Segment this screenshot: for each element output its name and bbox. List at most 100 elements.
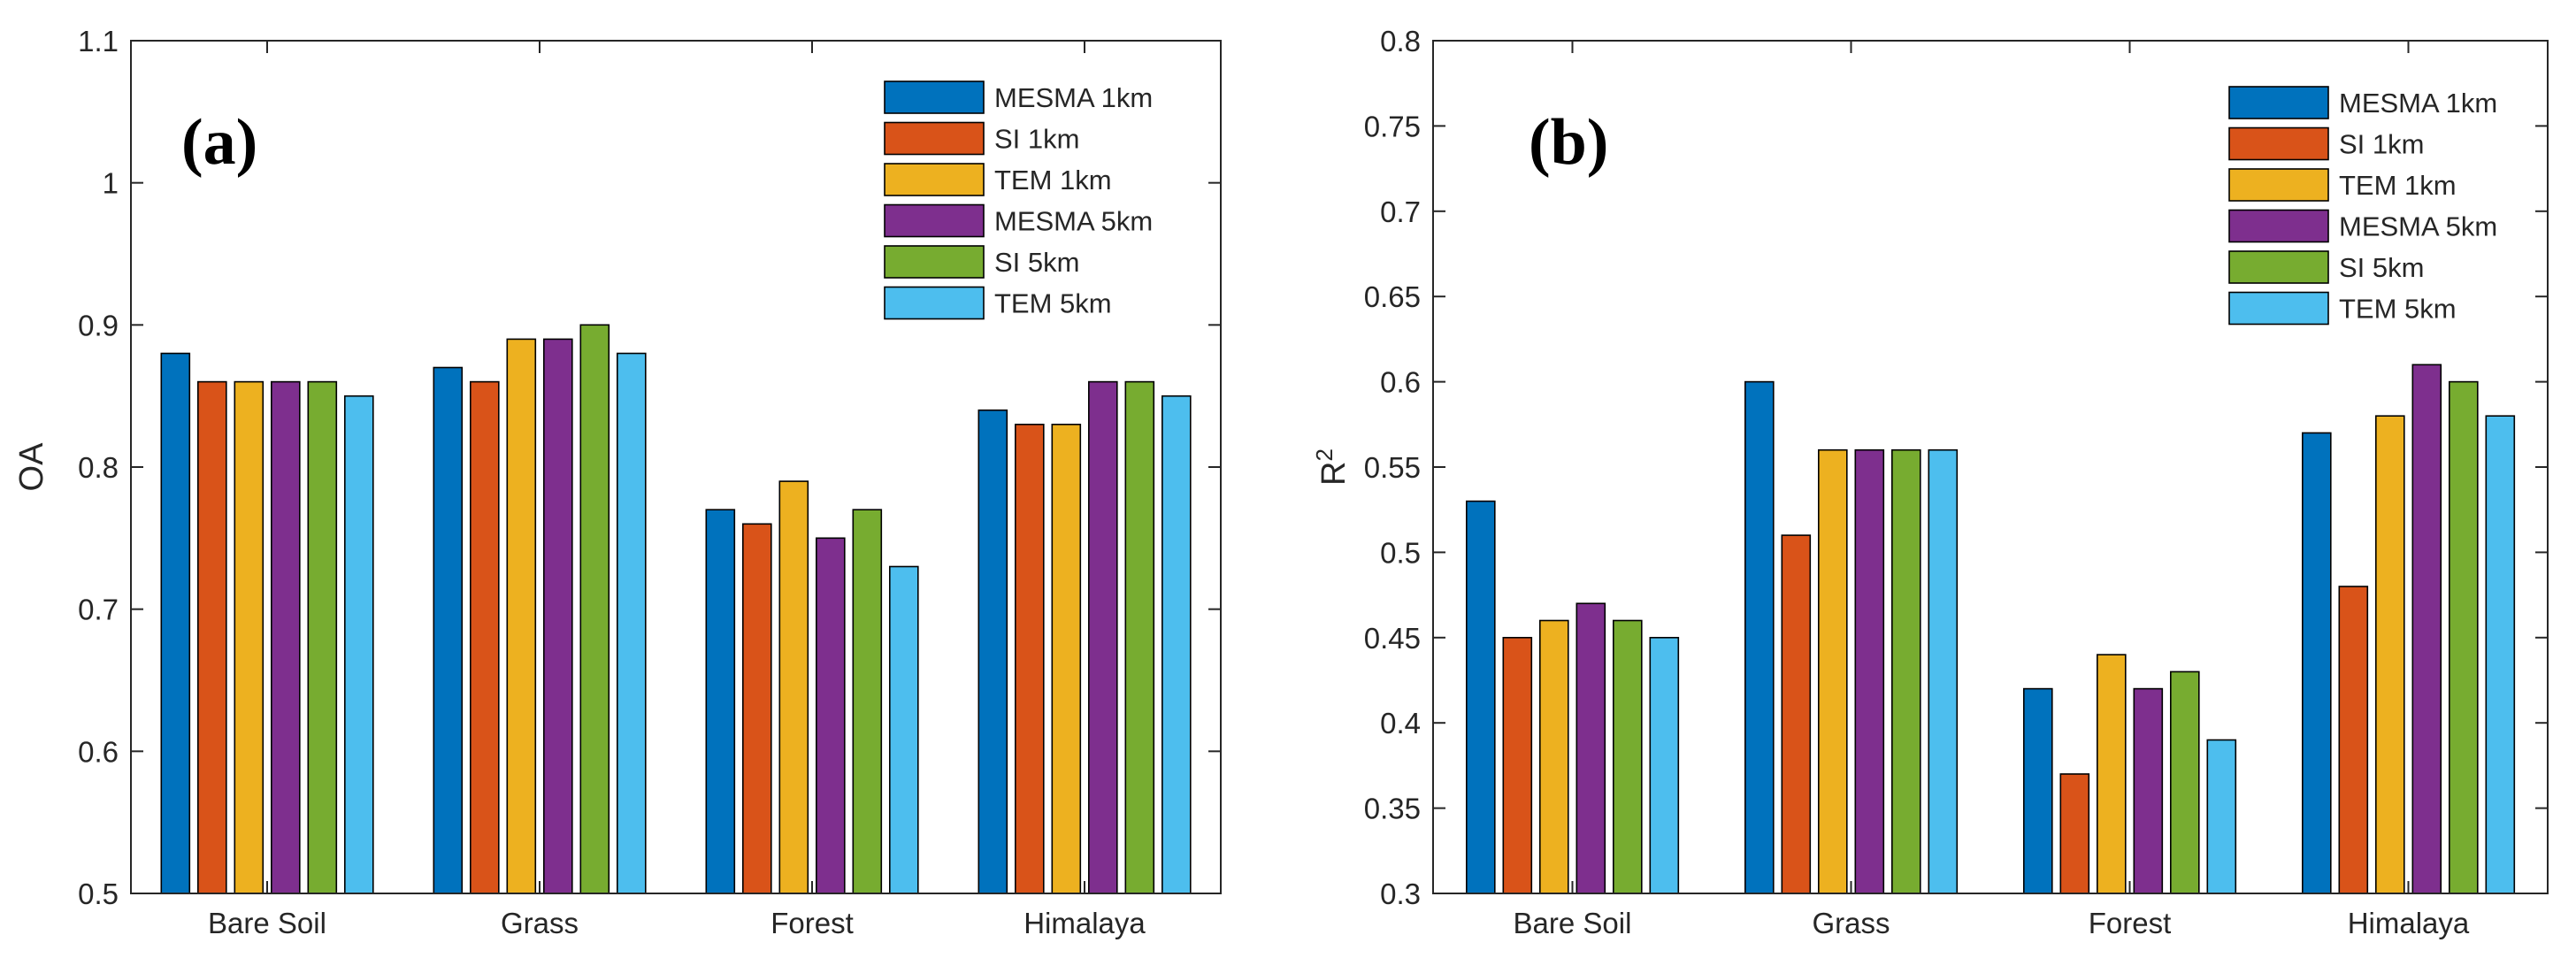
- legend-swatch-si-5km: [2228, 250, 2329, 284]
- bar-mesma-5km-himalaya: [1088, 380, 1118, 894]
- legend-label-si-1km: SI 1km: [2339, 129, 2424, 160]
- y-tick-label: 1.1: [78, 25, 119, 57]
- panel-label: (b): [1529, 106, 1608, 179]
- bar-mesma-5km-bare-soil: [270, 380, 301, 894]
- bar-tem-5km-himalaya: [2485, 415, 2516, 894]
- bar-mesma-1km-bare-soil: [1466, 500, 1496, 894]
- x-tick-label-forest: Forest: [770, 907, 854, 939]
- y-tick-label: 0.75: [1364, 110, 1421, 142]
- legend-swatch-tem-1km: [884, 163, 985, 196]
- legend-swatch-mesma-1km: [884, 80, 985, 114]
- x-tick-label-bare-soil: Bare Soil: [208, 907, 326, 939]
- bar-tem-5km-bare-soil: [1649, 636, 1680, 894]
- y-axis-label-text: OA: [13, 442, 50, 492]
- legend-label-si-5km: SI 5km: [2339, 252, 2424, 283]
- bar-mesma-5km-grass: [1854, 448, 1885, 894]
- x-tick-label-himalaya: Himalaya: [2348, 907, 2470, 939]
- bar-si-1km-grass: [469, 380, 500, 894]
- y-tick-label: 0.8: [1380, 25, 1421, 57]
- bar-mesma-1km-grass: [433, 366, 464, 894]
- y-tick-label: 0.7: [1380, 195, 1421, 228]
- bar-mesma-1km-forest: [2023, 687, 2053, 894]
- bar-si-1km-bare-soil: [1502, 636, 1533, 894]
- legend-swatch-si-1km: [884, 121, 985, 156]
- y-tick-label: 0.7: [78, 594, 119, 626]
- bar-si-5km-himalaya: [1124, 380, 1155, 894]
- panel-label: (a): [181, 106, 257, 179]
- y-tick-label: 0.35: [1364, 793, 1421, 825]
- y-axis-label-text: R: [1315, 462, 1353, 486]
- bar-mesma-5km-forest: [815, 537, 846, 894]
- bar-si-5km-forest: [852, 509, 883, 894]
- bar-tem-1km-himalaya: [2375, 415, 2405, 894]
- bar-si-5km-grass: [1891, 448, 1921, 894]
- legend-label-mesma-5km: MESMA 5km: [994, 206, 1153, 237]
- bar-tem-1km-grass: [1818, 448, 1848, 894]
- y-tick-label: 0.5: [1380, 536, 1421, 569]
- bar-si-5km-grass: [579, 324, 610, 894]
- x-tick-label-forest: Forest: [2089, 907, 2172, 939]
- legend-label-mesma-1km: MESMA 1km: [994, 82, 1153, 113]
- y-tick-label: 0.6: [78, 735, 119, 768]
- y-tick-label: 0.4: [1380, 707, 1421, 740]
- bar-mesma-5km-bare-soil: [1576, 602, 1606, 894]
- y-axis-label: R2: [1311, 448, 1353, 486]
- bar-si-5km-forest: [2170, 671, 2200, 894]
- bar-tem-5km-forest: [2206, 739, 2237, 894]
- bar-si-5km-bare-soil: [307, 380, 338, 894]
- legend-swatch-si-1km: [2228, 126, 2329, 161]
- x-tick-label-himalaya: Himalaya: [1024, 907, 1146, 939]
- legend-swatch-si-5km: [884, 245, 985, 279]
- bar-tem-1km-grass: [506, 338, 537, 894]
- y-tick-label: 0.65: [1364, 280, 1421, 313]
- legend-label-si-5km: SI 5km: [994, 247, 1079, 278]
- legend-label-tem-5km: TEM 5km: [994, 288, 1112, 319]
- y-tick-label: 0.55: [1364, 451, 1421, 484]
- bar-tem-1km-forest: [778, 480, 809, 894]
- bar-si-1km-bare-soil: [197, 380, 227, 894]
- bar-si-1km-himalaya: [2338, 586, 2369, 894]
- chart-panel-b: 0.3 0.35 0.4 0.45 0.5 0.55 0.6 0.65 0.7 0.75 0.8 Ba…: [1311, 25, 2549, 939]
- legend-swatch-tem-5km: [2228, 291, 2329, 326]
- bar-tem-5km-forest: [888, 565, 919, 894]
- bar-mesma-5km-forest: [2133, 687, 2164, 894]
- legend-label-mesma-1km: MESMA 1km: [2339, 88, 2497, 119]
- bar-tem-1km-himalaya: [1051, 423, 1082, 894]
- x-tick-label-bare-soil: Bare Soil: [1514, 907, 1632, 939]
- y-tick-label: 1: [103, 167, 119, 200]
- legend-label-tem-5km: TEM 5km: [2339, 294, 2457, 325]
- legend-label-tem-1km: TEM 1km: [994, 165, 1112, 195]
- bar-si-1km-himalaya: [1015, 423, 1045, 894]
- bar-si-5km-himalaya: [2449, 380, 2479, 894]
- bar-mesma-1km-grass: [1744, 380, 1775, 894]
- bar-tem-5km-grass: [616, 352, 647, 894]
- y-tick-label: 0.3: [1380, 878, 1421, 910]
- bar-mesma-5km-grass: [542, 338, 573, 894]
- y-axis-label-superscript: 2: [1311, 448, 1338, 461]
- bar-si-1km-forest: [2059, 773, 2090, 894]
- legend: MESMA 1km SI 1km TEM 1km MESMA 5km SI 5km TEM…: [884, 80, 1153, 320]
- bar-tem-1km-bare-soil: [234, 380, 264, 894]
- bar-mesma-1km-forest: [705, 509, 736, 894]
- legend: MESMA 1km SI 1km TEM 1km MESMA 5km SI 5km TEM…: [2228, 86, 2497, 326]
- y-axis-label: OA: [13, 442, 50, 492]
- legend-swatch-mesma-5km: [884, 203, 985, 238]
- bar-si-1km-forest: [741, 523, 772, 894]
- y-tick-label: 0.9: [78, 309, 119, 341]
- bar-tem-1km-bare-soil: [1539, 619, 1569, 894]
- x-tick-label-grass: Grass: [1812, 907, 1890, 939]
- legend-swatch-mesma-1km: [2228, 86, 2329, 119]
- legend-label-tem-1km: TEM 1km: [2339, 170, 2457, 201]
- bar-si-5km-bare-soil: [1613, 619, 1643, 894]
- bar-tem-5km-grass: [1928, 448, 1959, 894]
- bar-tem-5km-himalaya: [1162, 395, 1192, 894]
- y-tick-label: 0.5: [78, 878, 119, 910]
- legend-swatch-mesma-5km: [2228, 209, 2329, 243]
- legend-label-mesma-5km: MESMA 5km: [2339, 211, 2497, 242]
- y-tick-label: 0.45: [1364, 622, 1421, 655]
- bar-tem-5km-bare-soil: [343, 395, 374, 894]
- chart-panel-a: 0.5 0.6 0.7 0.8 0.9 1 1.1 Bare Soil Grass Forest H…: [13, 25, 1222, 939]
- legend-swatch-tem-5km: [884, 286, 985, 320]
- y-tick-label: 0.6: [1380, 366, 1421, 399]
